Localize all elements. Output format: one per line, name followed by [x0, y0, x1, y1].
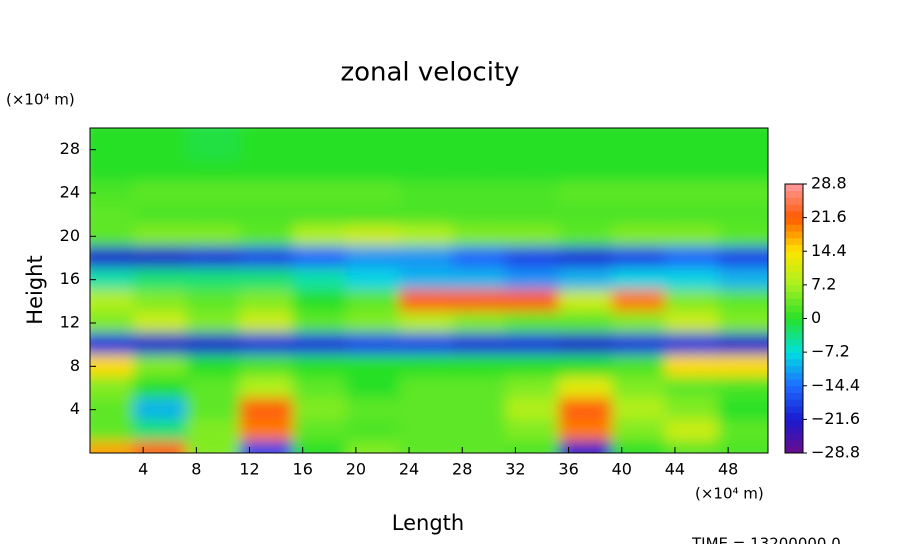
colorbar-band — [785, 392, 803, 400]
colorbar-band — [785, 385, 803, 393]
colorbar-band — [785, 298, 803, 306]
colorbar-band — [785, 264, 803, 272]
y-axis-label: Height — [23, 255, 47, 324]
colorbar-band — [785, 338, 803, 346]
colorbar-band — [785, 197, 803, 205]
colorbar-band — [785, 331, 803, 340]
colorbar-band — [785, 224, 803, 232]
colorbar-band — [785, 379, 803, 387]
x-tick-label: 44 — [665, 460, 685, 479]
time-label: TIME = 13200000.0 — [691, 535, 841, 544]
y-tick-label: 12 — [60, 313, 80, 332]
colorbar-band — [785, 358, 803, 367]
y-tick-label: 8 — [70, 356, 80, 375]
colorbar-label: 7.2 — [811, 274, 836, 293]
y-tick-label: 4 — [70, 399, 80, 418]
colorbar-band — [785, 399, 803, 407]
colorbar-label: 28.8 — [811, 174, 847, 193]
colorbar-band — [785, 325, 803, 333]
colorbar-band — [785, 257, 803, 266]
colorbar-band — [785, 237, 803, 246]
y-tick-label: 20 — [60, 226, 80, 245]
x-tick-label: 4 — [138, 460, 148, 479]
colorbar-label: −21.6 — [811, 409, 860, 428]
x-unit: (×10⁴ m) — [695, 485, 764, 503]
colorbar-band — [785, 446, 803, 454]
colorbar-label: −14.4 — [811, 375, 860, 394]
x-tick-label: 24 — [399, 460, 419, 479]
colorbar-band — [785, 190, 803, 198]
colorbar-band — [785, 432, 803, 441]
x-tick-label: 20 — [346, 460, 366, 479]
x-tick-label: 48 — [718, 460, 738, 479]
colorbar-band — [785, 365, 803, 373]
colorbar-band — [785, 217, 803, 225]
colorbar-band — [785, 439, 803, 447]
colorbar-band — [785, 244, 803, 252]
cell — [718, 128, 768, 160]
colorbar-band — [785, 305, 803, 313]
colorbar-band — [785, 284, 803, 293]
colorbar-label: −7.2 — [811, 342, 850, 361]
colorbar-band — [785, 426, 803, 434]
colorbar-band — [785, 271, 803, 279]
y-tick-label: 28 — [60, 139, 80, 158]
colorbar-band — [785, 278, 803, 286]
x-tick-label: 28 — [452, 460, 472, 479]
colorbar-label: −28.8 — [811, 443, 860, 462]
colorbar-band — [785, 352, 803, 360]
axes: 4 8 12 16 20 24 28 32 36 40 44 48481216202428−28.8−… — [60, 127, 860, 479]
x-tick-label: 16 — [293, 460, 313, 479]
colorbar-band — [785, 412, 803, 420]
colorbar-label: 0 — [811, 308, 821, 327]
colorbar-band — [785, 311, 803, 319]
colorbar-band — [785, 405, 803, 414]
y-tick-label: 16 — [60, 269, 80, 288]
colorbar-band — [785, 345, 803, 353]
x-tick-label: 32 — [505, 460, 525, 479]
x-axis-label: Length — [392, 511, 464, 535]
colorbar-band — [785, 204, 803, 212]
colorbar-label: 14.4 — [811, 241, 847, 260]
plot-area — [90, 128, 768, 453]
colorbar-band — [785, 291, 803, 299]
colorbar-band — [785, 318, 803, 326]
field — [90, 128, 768, 453]
colorbar-band — [785, 210, 803, 219]
chart-title: zonal velocity — [340, 58, 519, 88]
plot-frame — [89, 127, 769, 454]
colorbar-band — [785, 231, 803, 239]
x-tick-label: 12 — [239, 460, 259, 479]
x-tick-label: 36 — [558, 460, 578, 479]
y-unit: (×10⁴ m) — [6, 91, 75, 109]
colorbar-band — [785, 184, 803, 192]
y-tick-label: 24 — [60, 183, 80, 202]
x-tick-label: 8 — [191, 460, 201, 479]
colorbar-band — [785, 251, 803, 259]
colorbar-label: 21.6 — [811, 207, 847, 226]
colorbar-band — [785, 419, 803, 427]
colorbar-band — [785, 372, 803, 380]
x-tick-label: 40 — [612, 460, 632, 479]
